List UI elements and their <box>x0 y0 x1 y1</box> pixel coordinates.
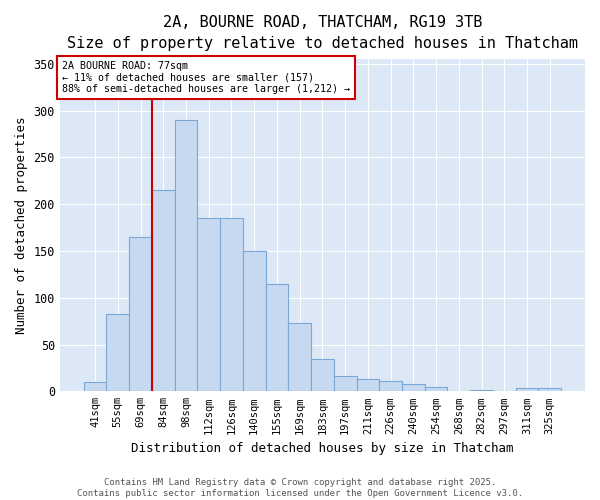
Bar <box>152 190 175 392</box>
Bar <box>334 376 356 392</box>
Bar <box>515 388 538 392</box>
Text: Contains HM Land Registry data © Crown copyright and database right 2025.
Contai: Contains HM Land Registry data © Crown c… <box>77 478 523 498</box>
Bar <box>266 284 288 392</box>
Bar <box>425 386 448 392</box>
Bar <box>402 384 425 392</box>
Title: 2A, BOURNE ROAD, THATCHAM, RG19 3TB
Size of property relative to detached houses: 2A, BOURNE ROAD, THATCHAM, RG19 3TB Size… <box>67 15 578 51</box>
Bar <box>538 388 561 392</box>
X-axis label: Distribution of detached houses by size in Thatcham: Distribution of detached houses by size … <box>131 442 514 455</box>
Bar <box>175 120 197 392</box>
Bar <box>83 382 106 392</box>
Bar <box>288 323 311 392</box>
Bar <box>243 251 266 392</box>
Bar <box>311 358 334 392</box>
Bar <box>106 314 129 392</box>
Y-axis label: Number of detached properties: Number of detached properties <box>15 116 28 334</box>
Bar <box>220 218 243 392</box>
Bar <box>379 381 402 392</box>
Bar <box>470 390 493 392</box>
Bar <box>197 218 220 392</box>
Text: 2A BOURNE ROAD: 77sqm
← 11% of detached houses are smaller (157)
88% of semi-det: 2A BOURNE ROAD: 77sqm ← 11% of detached … <box>62 61 350 94</box>
Bar <box>356 379 379 392</box>
Bar <box>129 237 152 392</box>
